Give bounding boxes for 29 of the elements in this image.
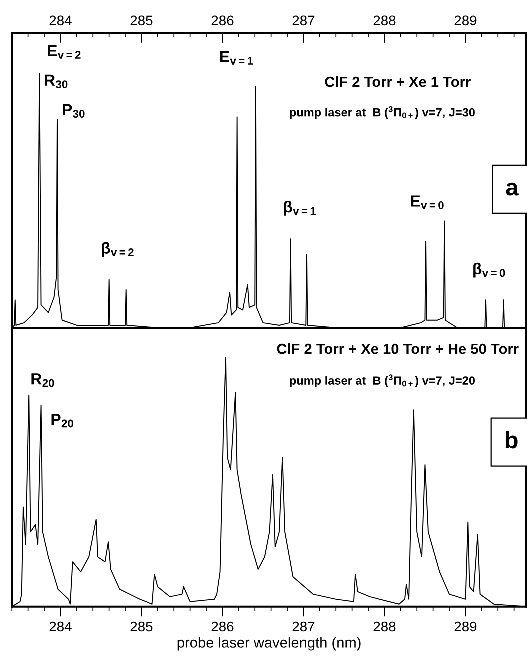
annotation: R$_{20}$: [32, 374, 54, 388]
annotation: pump laser at B ($^{3}$Π$_{0+}$) v=7, J=20: [290, 374, 475, 388]
annotation: ClF 2 Torr + Xe 1 Torr: [325, 76, 471, 88]
text: ClF 2 Torr + Xe 10 Torr + He 50 Torr: [277, 344, 519, 354]
x-tick-label: 288: [374, 16, 396, 26]
annotation: E$_{v=0}$: [411, 196, 444, 210]
x-tick-label: 289: [454, 16, 477, 26]
annotation: pump laser at B ($^{3}$Π$_{0+}$) v=7, J=30: [290, 106, 475, 120]
annotation: b: [506, 431, 518, 449]
x-tick-label: 284: [50, 622, 72, 632]
x-tick-label: 286: [212, 16, 234, 26]
x-tick-label: 285: [130, 622, 153, 632]
annotation: P$_{20}$: [52, 414, 74, 428]
annotation: R$_{30}$: [45, 74, 68, 89]
annotation: P$_{30}$: [63, 104, 85, 118]
x-tick-label: 287: [292, 16, 315, 26]
annotation: a: [506, 182, 519, 196]
text: E$_{v=1}$: [220, 51, 254, 65]
x-axis-title: probe laser wavelength (nm): [178, 637, 361, 651]
annotation: β$_{v=0}$: [474, 262, 506, 278]
x-tick-label: 288: [374, 622, 396, 632]
x-tick-label: 286: [212, 622, 234, 632]
x-tick-label: 287: [292, 622, 315, 632]
x-tick-label: 284: [50, 16, 72, 26]
annotation: β$_{v=1}$: [284, 200, 316, 216]
x-tick-label: 289: [454, 622, 477, 632]
x-tick-label: 285: [130, 16, 153, 26]
annotation: β$_{v=2}$: [102, 242, 134, 258]
text: E$_{v=2}$: [48, 45, 81, 59]
